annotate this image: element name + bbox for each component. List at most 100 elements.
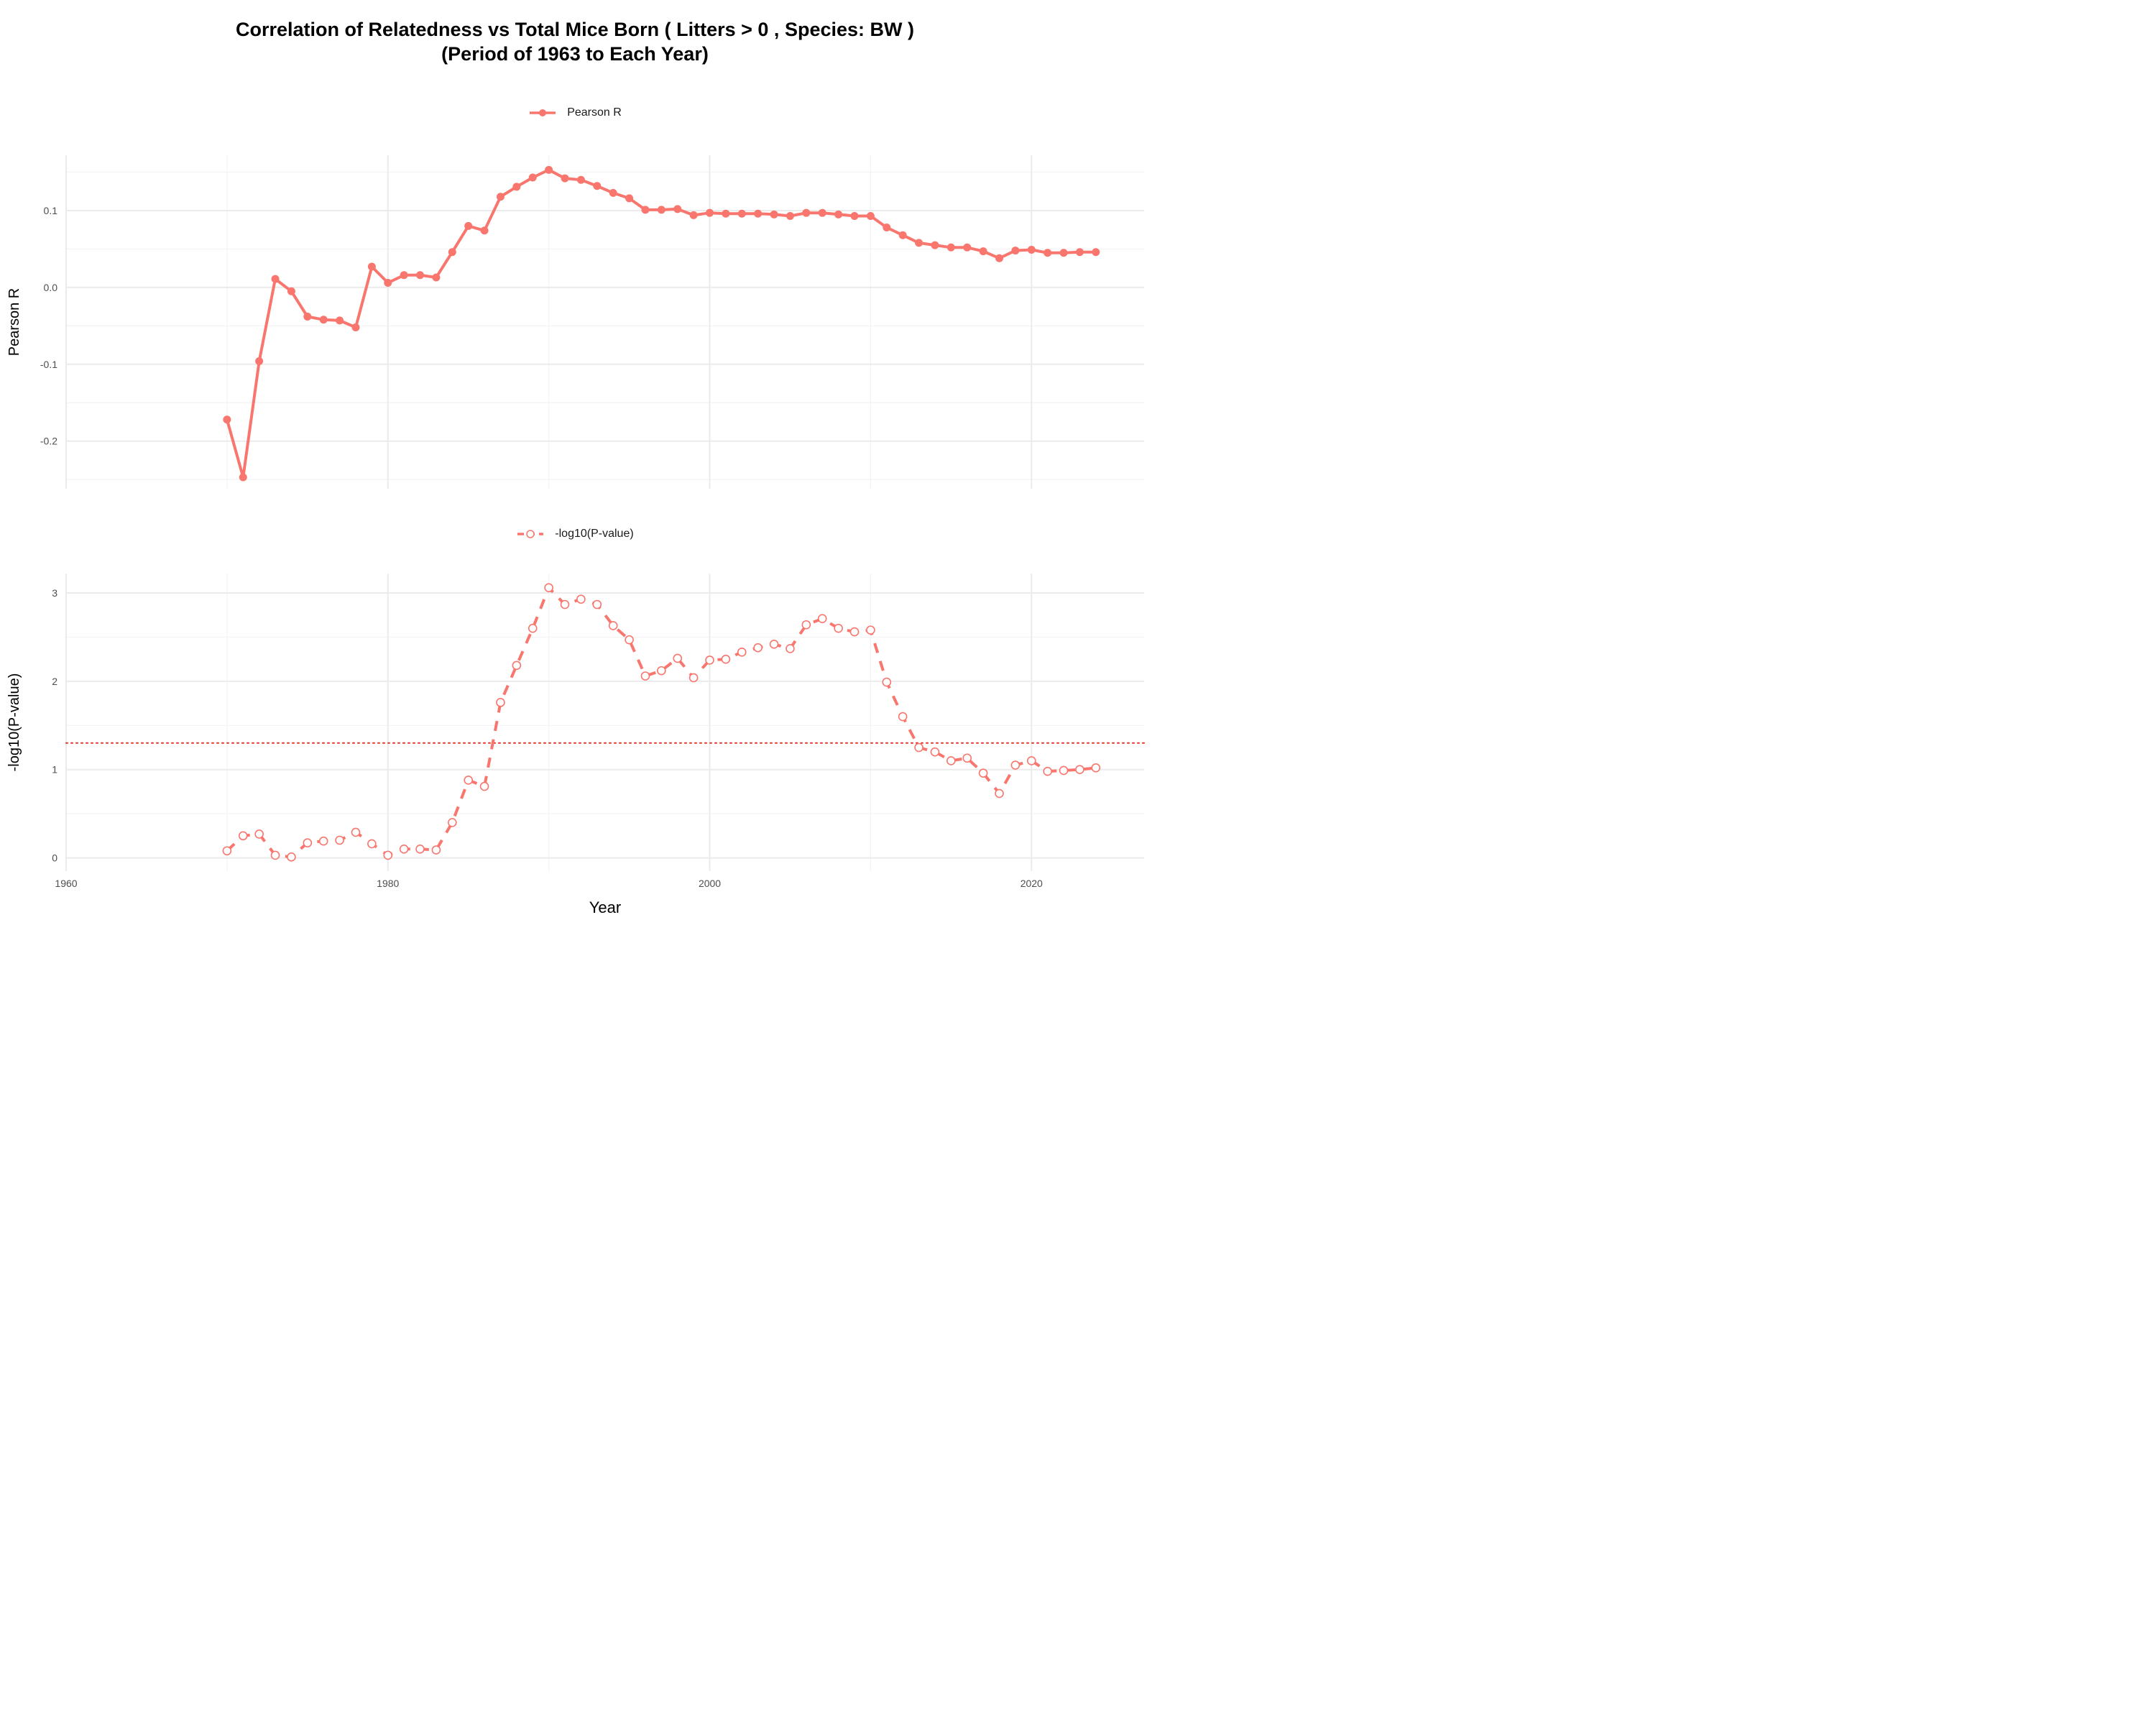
data-point (1059, 249, 1068, 257)
data-point (817, 614, 827, 623)
y-tick-label: 3 (52, 587, 57, 599)
y-tick-label: 1 (52, 764, 57, 776)
data-point (464, 776, 474, 785)
data-point (448, 818, 457, 827)
data-point (625, 194, 634, 203)
data-point (431, 845, 441, 855)
panel-pvalue: 0 1 2 3 1960 1980 2000 2020 -log10(P-value) Year (6, 574, 1145, 916)
data-point (898, 712, 908, 722)
data-point (592, 599, 602, 610)
data-point (608, 621, 618, 630)
y-tick-label: 0.1 (44, 205, 58, 216)
data-point (786, 644, 795, 653)
data-point (849, 627, 860, 637)
series-line (226, 586, 1097, 859)
plots-svg: -0.2 -0.1 0.0 0.1 Pearson R 0 1 2 3 1960 1980 2000 2… (6, 155, 1145, 916)
data-point (255, 357, 264, 366)
data-point (544, 583, 553, 592)
data-point (576, 175, 585, 184)
data-point (786, 211, 794, 220)
data-point (496, 698, 505, 707)
x-tick-label: 2000 (699, 878, 721, 889)
data-point (946, 756, 956, 765)
data-point (238, 831, 248, 841)
data-point (528, 173, 537, 182)
legend-key-pearson (530, 109, 556, 116)
data-point (1011, 247, 1020, 255)
data-point (641, 206, 650, 214)
data-point (254, 829, 264, 839)
data-point (834, 210, 843, 218)
data-point (722, 209, 730, 218)
data-point (335, 835, 344, 845)
data-point (561, 174, 569, 183)
data-point (706, 208, 714, 217)
data-point (1091, 763, 1101, 773)
x-tick-label: 1960 (55, 878, 77, 889)
y-tick-label: 0 (52, 852, 57, 864)
legend-item-pvalue: -log10(P-value) (516, 528, 634, 540)
data-point (673, 653, 683, 663)
data-point (931, 241, 939, 249)
data-point (1043, 766, 1052, 776)
data-point (384, 278, 392, 287)
x-axis-label: Year (589, 898, 621, 916)
data-point (995, 788, 1004, 799)
data-point (770, 210, 778, 218)
data-point (963, 243, 972, 252)
data-point (432, 273, 441, 282)
data-point (737, 648, 747, 657)
data-point (367, 262, 376, 271)
legend-label-pearson: Pearson R (567, 106, 622, 119)
data-point (866, 625, 875, 635)
data-point (946, 243, 955, 252)
data-point (303, 838, 313, 847)
data-point (625, 635, 634, 645)
data-point (1027, 246, 1036, 254)
data-point (528, 623, 538, 633)
data-point (802, 208, 811, 217)
y-axis-label: -log10(P-value) (6, 673, 22, 772)
series-line (225, 168, 1096, 479)
data-point (1092, 248, 1100, 257)
x-tick-label: 1980 (377, 878, 399, 889)
data-point (223, 415, 231, 424)
data-point (705, 656, 714, 665)
data-point (689, 211, 698, 219)
data-point (400, 271, 408, 280)
data-point (914, 742, 923, 753)
data-point (978, 768, 988, 778)
data-point (850, 211, 859, 220)
data-point (512, 661, 522, 671)
data-point (319, 316, 328, 324)
data-point (995, 254, 1004, 262)
data-point (351, 323, 360, 331)
data-point (915, 239, 923, 247)
data-point (399, 844, 409, 854)
data-point (287, 852, 296, 862)
data-point (882, 677, 892, 687)
data-point (657, 666, 666, 676)
data-point (898, 231, 907, 239)
data-point (318, 836, 328, 846)
data-point (883, 223, 891, 231)
data-point (303, 313, 312, 321)
data-point (222, 846, 232, 856)
data-point (834, 623, 843, 633)
data-point (801, 620, 811, 630)
data-point (480, 226, 489, 235)
data-point (479, 781, 489, 791)
data-point (930, 747, 940, 757)
data-point (818, 208, 826, 217)
data-point (464, 221, 473, 230)
legend-label-pvalue: -log10(P-value) (555, 528, 634, 540)
data-point (560, 599, 570, 610)
legend-item-pearson: Pearson R (528, 106, 622, 119)
data-point (336, 316, 344, 325)
data-point (737, 209, 746, 218)
data-point (448, 248, 456, 257)
data-point (866, 211, 875, 220)
data-point (512, 183, 521, 191)
chart-title-line-1: Correlation of Relatedness vs Total Mice… (236, 19, 914, 40)
x-tick-label: 2020 (1021, 878, 1043, 889)
